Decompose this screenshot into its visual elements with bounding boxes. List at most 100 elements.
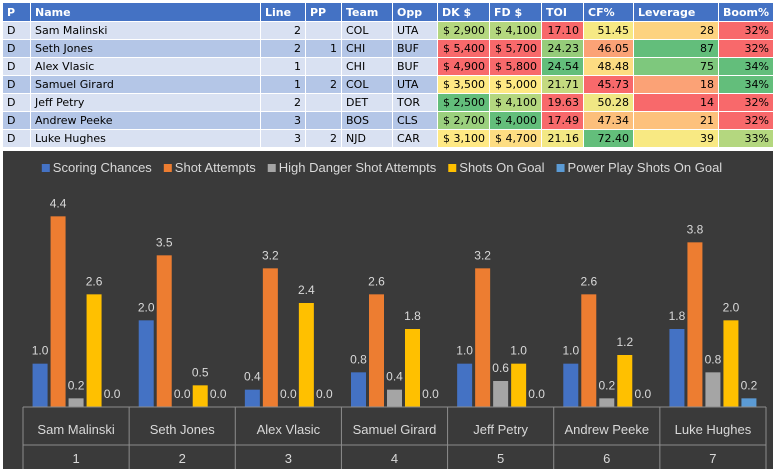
column-header: Boom%	[718, 2, 774, 22]
table-cell	[305, 21, 342, 40]
bar-chart: Scoring Chances Shot Attempts High Danger …	[22, 160, 767, 469]
legend-item: High Danger Shot Attempts	[267, 160, 437, 175]
bar	[723, 320, 739, 407]
data-label: 1.0	[562, 344, 579, 358]
data-label: 1.0	[456, 344, 473, 358]
category-number: 4	[391, 451, 398, 466]
category-label: Jeff Petry	[473, 422, 528, 437]
legend-item: Shot Attempts	[163, 160, 256, 175]
table-cell: 2	[305, 75, 342, 94]
table-cell: D	[2, 129, 31, 148]
table-cell: $ 5,000	[489, 75, 542, 94]
table-cell: 14	[633, 93, 719, 112]
table-cell: 72.40	[583, 129, 634, 148]
table-cell: $ 4,100	[489, 21, 542, 40]
table-cell: DET	[341, 93, 393, 112]
legend-swatch	[556, 164, 565, 172]
category-label: Andrew Peeke	[565, 422, 650, 437]
table-cell: $ 4,000	[489, 111, 542, 130]
bar	[50, 216, 66, 407]
table-cell: BUF	[392, 57, 438, 76]
bar	[669, 329, 685, 407]
bar	[581, 294, 597, 407]
bar	[511, 363, 527, 407]
bar	[156, 255, 172, 407]
data-label: 1.0	[32, 344, 49, 358]
bar	[741, 398, 757, 407]
legend-item: Scoring Chances	[41, 160, 152, 175]
data-label: 3.5	[156, 235, 173, 249]
bar	[32, 363, 48, 407]
table-cell: $ 2,500	[437, 93, 490, 112]
table-cell: NJD	[341, 129, 393, 148]
column-header: DK $	[437, 2, 490, 22]
bar	[599, 398, 615, 407]
bar	[405, 329, 420, 407]
data-label: 2.6	[580, 274, 597, 288]
data-label: 1.8	[669, 309, 686, 323]
data-label: 3.2	[262, 248, 279, 262]
data-label: 0.6	[492, 361, 509, 375]
table-cell: $ 2,900	[437, 21, 490, 40]
data-label: 0.8	[350, 352, 367, 366]
table-cell: $ 4,700	[489, 129, 542, 148]
table-cell: 32%	[718, 21, 774, 40]
column-header: TOI	[541, 2, 584, 22]
data-label: 1.0	[510, 344, 527, 358]
table-cell: 24.54	[541, 57, 584, 76]
table-cell: 28	[633, 21, 719, 40]
column-header: FD $	[489, 2, 542, 22]
chart-legend: Scoring Chances Shot Attempts High Danger …	[41, 160, 722, 175]
table-row: D Samuel Girard 1 2 COL UTA $ 3,500 $ 5,000 21.7…	[2, 75, 774, 94]
table-row: D Alex Vlasic 1 CHI BUF $ 4,900 $ 5,800 24.54 48…	[2, 57, 774, 76]
table-cell: 51.45	[583, 21, 634, 40]
bar	[617, 355, 633, 407]
bar	[457, 363, 473, 407]
category-label: Alex Vlasic	[257, 422, 321, 437]
bar	[192, 385, 208, 407]
table-cell: D	[2, 75, 31, 94]
data-label: 3.8	[687, 222, 704, 236]
legend-label: High Danger Shot Attempts	[279, 160, 437, 175]
data-label: 0.0	[634, 387, 651, 401]
table-cell: 2	[260, 39, 306, 58]
data-label: 0.0	[280, 387, 297, 401]
table-cell: 2	[260, 93, 306, 112]
table-cell: Jeff Petry	[30, 93, 261, 112]
category-number: 2	[179, 451, 186, 466]
table-row: D Sam Malinski 2 COL UTA $ 2,900 $ 4,100 17.10 5…	[2, 21, 774, 40]
data-label: 2.6	[368, 274, 385, 288]
table-cell: $ 4,100	[489, 93, 542, 112]
table-cell: Luke Hughes	[30, 129, 261, 148]
table-cell: 1	[260, 57, 306, 76]
bar	[262, 268, 278, 407]
table-cell	[305, 57, 342, 76]
data-label: 0.5	[192, 365, 209, 379]
table-cell: Seth Jones	[30, 39, 261, 58]
table-cell: CHI	[341, 57, 393, 76]
column-header: Leverage	[633, 2, 719, 22]
table-row: D Jeff Petry 2 DET TOR $ 2,500 $ 4,100 19.63 50.…	[2, 93, 774, 112]
table-cell: 46.05	[583, 39, 634, 58]
data-label: 1.2	[616, 335, 633, 349]
data-label: 0.0	[210, 387, 227, 401]
table-cell: 34%	[718, 75, 774, 94]
table-cell: 39	[633, 129, 719, 148]
chart-bars: 1.04.40.22.60.02.03.50.00.50.00.43.20.02…	[32, 196, 758, 407]
category-label: Sam Malinski	[37, 422, 114, 437]
table-cell: BUF	[392, 39, 438, 58]
table-cell: $ 2,700	[437, 111, 490, 130]
data-label: 0.0	[422, 387, 439, 401]
data-label: 0.0	[528, 387, 545, 401]
legend-swatch	[267, 164, 276, 172]
bar	[687, 242, 703, 407]
table-cell: 48.48	[583, 57, 634, 76]
data-label: 0.4	[244, 370, 261, 384]
legend-swatch	[448, 164, 457, 172]
table-cell: 75	[633, 57, 719, 76]
bar	[138, 320, 154, 407]
data-label: 0.0	[104, 387, 121, 401]
table-cell: Alex Vlasic	[30, 57, 261, 76]
table-cell: 45.73	[583, 75, 634, 94]
bar	[351, 372, 366, 407]
